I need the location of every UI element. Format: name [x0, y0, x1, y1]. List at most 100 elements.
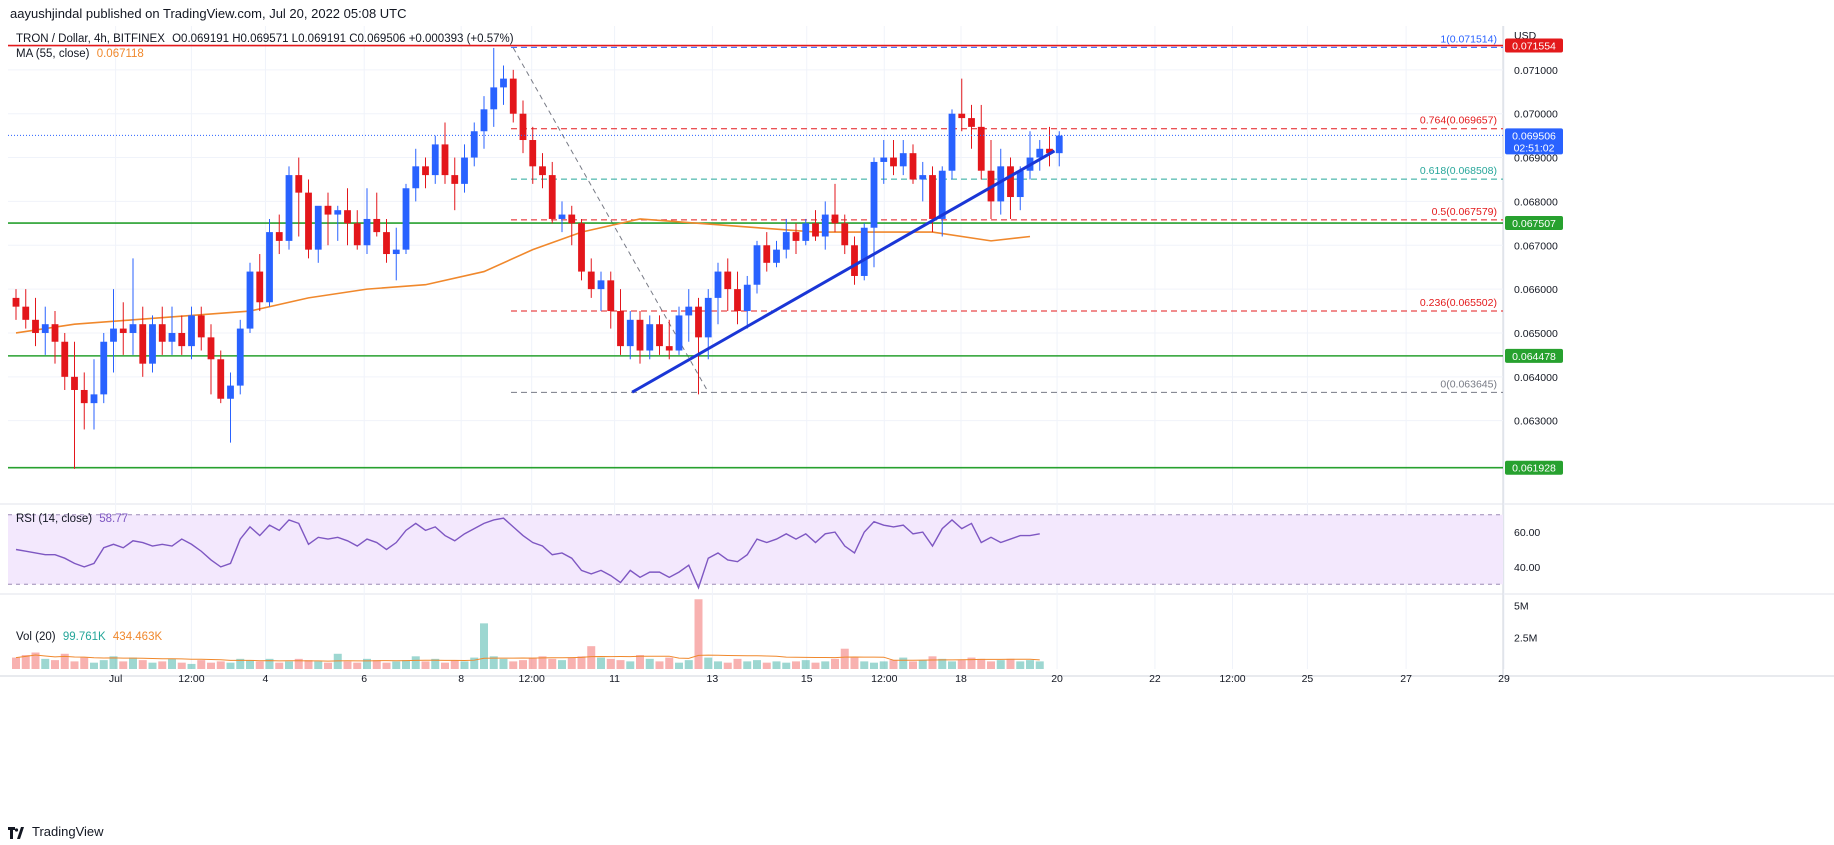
- volume-label[interactable]: Vol (20): [16, 631, 56, 643]
- chart-canvas[interactable]: 0.071000 0.070000 0.069000 0.068000 0.067000…: [0, 26, 1834, 820]
- candle-body: [919, 175, 927, 180]
- time-tick-label: 8: [458, 673, 464, 685]
- candle-body: [626, 319, 634, 347]
- ma-label[interactable]: MA (55, close): [16, 48, 90, 60]
- level-badge: [1505, 348, 1563, 363]
- volume-bar: [626, 661, 635, 669]
- candle-body: [119, 328, 127, 333]
- fib-level-label: 1(0.071514): [1440, 33, 1497, 45]
- volume-bar: [470, 657, 479, 669]
- fib-level-label: 0.236(0.065502): [1420, 297, 1497, 309]
- symbol-legend: TRON / Dollar, 4h, BITFINEX O0.069191 H0…: [16, 33, 518, 45]
- volume-bar: [801, 660, 810, 669]
- volume-bar: [1035, 661, 1044, 669]
- fib-level-label: 0(0.063645): [1440, 378, 1497, 390]
- candle-body: [373, 218, 381, 233]
- candle-body: [149, 324, 156, 364]
- candle-body: [831, 214, 839, 224]
- chart-frame[interactable]: 0.071000 0.070000 0.069000 0.068000 0.067000…: [0, 26, 1834, 820]
- candle-body: [763, 245, 771, 263]
- volume-ma-value: 434.463K: [112, 631, 163, 643]
- tradingview-brand[interactable]: TradingView: [32, 824, 104, 839]
- price-tick-label: 0.069000: [1514, 153, 1558, 165]
- volume-bar: [285, 661, 293, 669]
- volume-bar: [636, 655, 644, 669]
- candle-body: [178, 332, 186, 347]
- volume-bar: [948, 661, 956, 669]
- candle-body: [753, 245, 761, 285]
- volume-bar: [987, 661, 995, 669]
- rsi-line: [15, 517, 1040, 590]
- volume-bar: [909, 661, 917, 669]
- candle-body: [704, 297, 712, 338]
- rsi-value: 58.77: [99, 513, 129, 525]
- symbol-title[interactable]: TRON / Dollar, 4h, BITFINEX: [16, 33, 165, 45]
- level-badge-label: 0.064478: [1512, 351, 1556, 363]
- candle-body: [821, 214, 829, 237]
- volume-bar: [343, 661, 352, 669]
- price-tick-label: 0.068000: [1514, 196, 1558, 208]
- time-tick-label: 6: [361, 673, 367, 685]
- candle-body: [938, 170, 946, 219]
- ohlc-values: O0.069191 H0.069571 L0.069191 C0.069506 …: [172, 33, 514, 45]
- volume-bar: [772, 661, 781, 669]
- volume-bar: [70, 661, 79, 669]
- last-price-badge: [1505, 128, 1563, 155]
- volume-bar: [421, 661, 430, 669]
- price-tick-label: 0.067000: [1514, 240, 1558, 252]
- candle-body: [32, 319, 39, 333]
- volume-bar: [216, 661, 225, 669]
- volume-bar: [792, 661, 800, 669]
- candle-body: [597, 280, 605, 290]
- volume-bar: [333, 653, 342, 669]
- time-tick-label: 15: [801, 673, 813, 685]
- volume-bar: [879, 661, 888, 669]
- tradingview-logo-icon[interactable]: [8, 824, 26, 839]
- candle-body: [402, 188, 410, 250]
- candle-body: [314, 205, 322, 250]
- volume-bar: [528, 657, 537, 669]
- candle-body: [470, 131, 478, 158]
- candle-body: [80, 389, 88, 404]
- candle-body: [968, 118, 975, 127]
- candle-body: [344, 210, 351, 224]
- candle-body: [480, 109, 488, 132]
- volume-bar: [148, 662, 157, 669]
- candle-body: [12, 297, 20, 307]
- volume-bar: [138, 660, 147, 669]
- volume-bar: [265, 658, 274, 669]
- level-badge-label: 0.071554: [1512, 41, 1556, 53]
- volume-bar: [12, 657, 20, 669]
- candle-body: [188, 315, 195, 347]
- volume-bar: [1016, 661, 1025, 669]
- volume-bar: [382, 662, 391, 669]
- volume-bar: [655, 661, 664, 669]
- candle-body: [607, 280, 615, 312]
- volume-bar: [918, 660, 927, 669]
- time-tick-label: 27: [1400, 673, 1412, 685]
- candle-body: [217, 359, 225, 399]
- volume-bar: [967, 657, 976, 669]
- volume-bar: [558, 660, 566, 669]
- fib-anchor-line: [512, 47, 709, 393]
- candle-body: [461, 157, 468, 184]
- volume-bar: [606, 658, 615, 669]
- volume-bar: [850, 657, 859, 669]
- volume-bar: [548, 658, 557, 669]
- volume-bar: [499, 658, 508, 669]
- time-tick-label: Jul: [109, 673, 122, 685]
- price-tick-label: 0.070000: [1514, 109, 1558, 121]
- level-badge: [1505, 38, 1563, 53]
- volume-bar: [1026, 660, 1034, 669]
- price-tick-label: 0.071000: [1514, 65, 1558, 77]
- candle-body: [646, 324, 654, 351]
- volume-bar: [314, 661, 323, 669]
- rsi-label[interactable]: RSI (14, close): [16, 513, 93, 525]
- candle-body: [168, 332, 176, 342]
- candle-body: [529, 140, 537, 167]
- volume-bar: [294, 658, 303, 669]
- rsi-legend: RSI (14, close) 58.77: [16, 513, 132, 525]
- candle-body: [139, 324, 147, 364]
- volume-bar: [275, 662, 284, 669]
- volume-bar: [90, 662, 98, 669]
